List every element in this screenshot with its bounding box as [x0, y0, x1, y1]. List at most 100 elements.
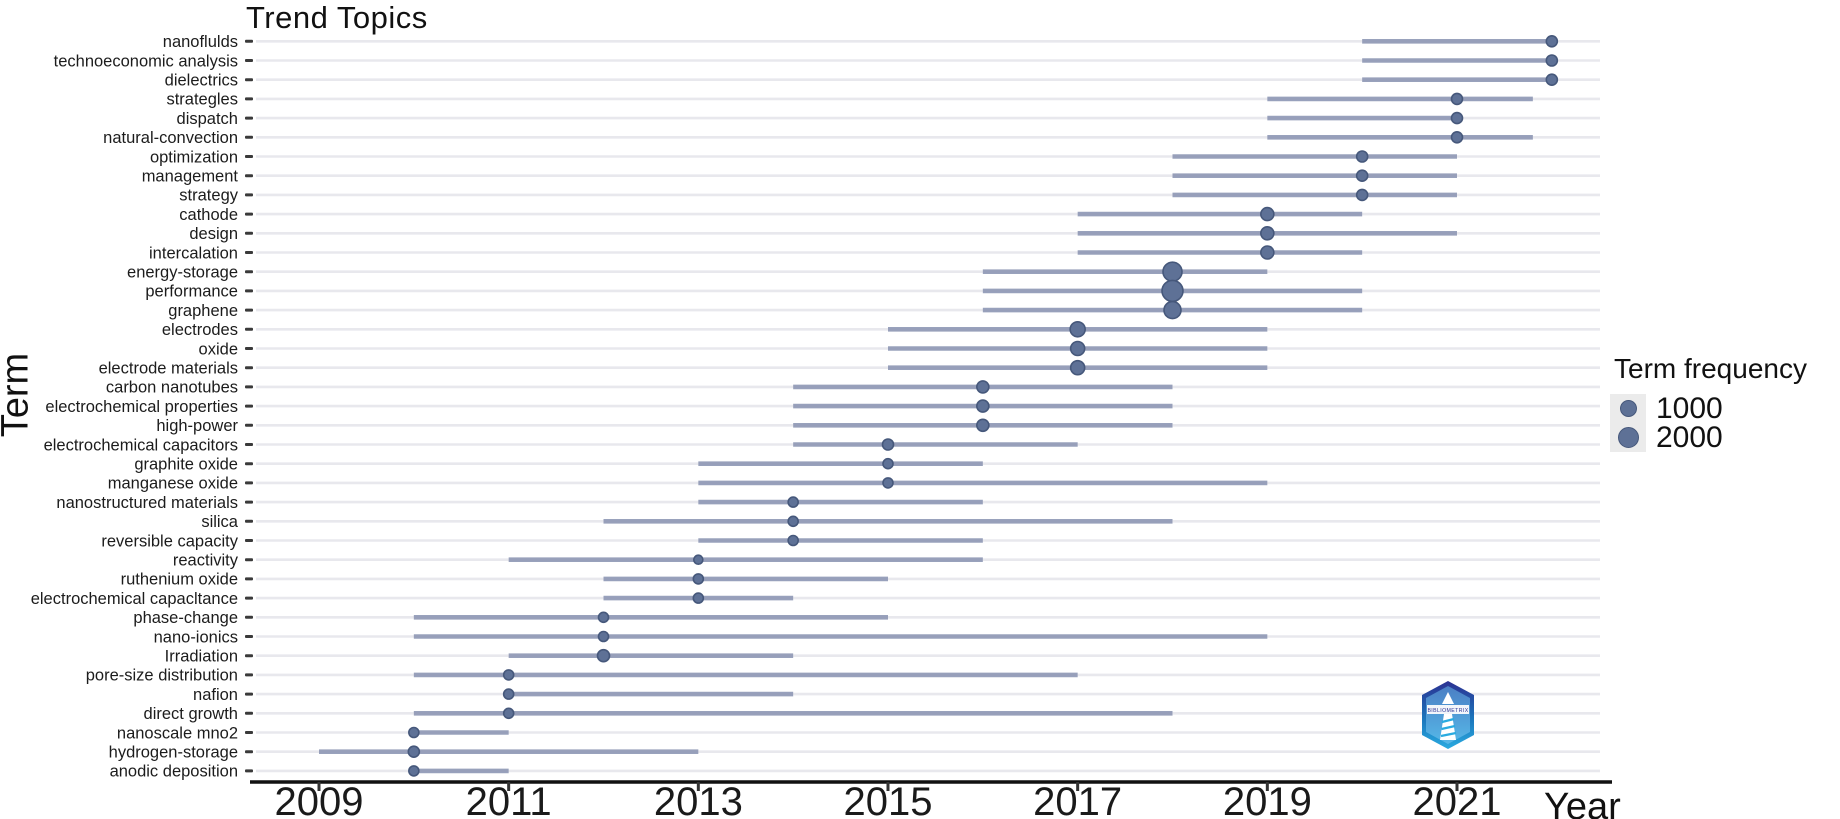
x-tick: [1076, 782, 1080, 791]
term-label: phase-change: [133, 609, 238, 627]
term-label: nanoscale mno2: [117, 724, 238, 742]
y-tick: [245, 366, 253, 370]
term-frequency-dot: [502, 707, 515, 720]
y-tick: [245, 654, 253, 658]
term-frequency-dot: [597, 611, 610, 624]
term-frequency-dot: [1069, 340, 1086, 357]
term-label: hydrogen-storage: [109, 743, 238, 761]
y-tick: [245, 692, 253, 696]
term-label: electrochemical capacltance: [31, 590, 238, 608]
x-axis-title: Year: [1544, 786, 1621, 819]
y-tick: [245, 500, 253, 504]
y-tick: [245, 635, 253, 638]
logo-text-band: [1427, 705, 1469, 714]
x-tick: [886, 782, 890, 791]
term-frequency-dot: [1545, 34, 1559, 48]
term-frequency-dot: [1162, 261, 1183, 283]
term-frequency-dot: [502, 669, 515, 681]
y-tick: [245, 539, 253, 542]
term-frequency-dot: [976, 380, 990, 394]
term-label: direct growth: [144, 705, 238, 723]
term-frequency-dot: [882, 477, 894, 489]
y-tick: [245, 174, 253, 178]
y-tick: [245, 78, 253, 82]
term-frequency-dot: [1355, 188, 1369, 202]
term-frequency-dot: [976, 418, 990, 433]
frequency-bubble-icon: [1619, 400, 1637, 417]
term-frequency-dot: [1260, 206, 1275, 222]
term-frequency-dot: [1355, 150, 1369, 163]
term-frequency-dot: [1450, 131, 1464, 144]
y-tick: [245, 97, 253, 101]
term-frequency-dot: [1260, 226, 1275, 241]
term-frequency-dot: [1260, 245, 1275, 260]
y-tick: [245, 231, 253, 235]
y-tick: [245, 673, 253, 677]
y-tick: [245, 327, 253, 331]
y-tick: [245, 155, 253, 158]
term-frequency-legend: Term frequency 1000 2000: [1610, 353, 1838, 454]
bibliometrix-logo: BIBLIOMETRIX: [1422, 681, 1474, 749]
term-label: reversible capacity: [101, 532, 238, 550]
term-frequency-dot: [1545, 73, 1559, 86]
y-tick: [245, 423, 253, 427]
term-frequency-dot: [1163, 300, 1182, 320]
term-label: dielectrics: [165, 71, 238, 89]
term-label: technoeconomic analysis: [54, 52, 238, 70]
term-frequency-dot: [881, 438, 895, 451]
term-frequency-dot: [1450, 111, 1464, 125]
x-tick: [1265, 782, 1269, 791]
x-tick-label: 2015: [844, 780, 933, 819]
y-tick: [245, 385, 253, 389]
term-label: intercalation: [149, 244, 238, 262]
x-tick-label: 2017: [1033, 780, 1122, 819]
y-tick: [245, 347, 253, 350]
term-label: pore-size distribution: [86, 667, 238, 685]
term-frequency-dot: [597, 630, 610, 643]
legend-title: Term frequency: [1614, 353, 1807, 384]
term-label: optimization: [150, 148, 238, 166]
term-label: anodic deposition: [110, 763, 238, 781]
y-tick: [245, 711, 253, 715]
y-tick: [245, 193, 253, 197]
term-frequency-dot: [1069, 320, 1086, 338]
x-tick-label: 2013: [654, 780, 743, 819]
term-frequency-dot: [1355, 169, 1369, 182]
term-label: design: [189, 225, 238, 243]
term-label: electrochemical capacitors: [44, 436, 238, 454]
term-label: strategy: [179, 187, 238, 205]
term-frequency-dot: [596, 648, 611, 663]
x-tick: [696, 782, 700, 791]
y-tick: [245, 577, 253, 581]
y-tick: [245, 39, 253, 43]
y-tick: [245, 750, 253, 754]
term-frequency-dot: [787, 534, 799, 547]
term-label: dispatch: [177, 110, 238, 128]
y-axis-title: Term: [0, 352, 37, 438]
term-label: Irradiation: [165, 647, 238, 665]
term-label: graphite oxide: [134, 455, 238, 473]
legend-entry-1000: 1000: [1610, 391, 1838, 425]
term-label: electrochemical properties: [45, 398, 238, 416]
term-frequency-dot: [692, 592, 705, 604]
y-tick: [245, 270, 253, 274]
term-label: manganese oxide: [108, 475, 238, 493]
legend-entry-label: 1000: [1656, 391, 1723, 425]
y-tick: [245, 443, 253, 446]
term-label: nanoflulds: [163, 33, 238, 51]
legend-key-background: [1610, 423, 1646, 452]
term-label: electrodes: [162, 321, 238, 339]
term-label: strategles: [166, 91, 238, 109]
term-frequency-dot: [1545, 54, 1559, 67]
y-tick: [245, 116, 253, 120]
term-label: cathode: [179, 206, 238, 224]
y-tick: [245, 731, 253, 734]
x-tick: [1455, 782, 1459, 791]
y-tick: [245, 212, 253, 216]
logo-stripe: [1440, 731, 1457, 738]
term-label: carbon nanotubes: [106, 379, 238, 397]
term-frequency-dot: [407, 745, 421, 759]
term-frequency-dot: [502, 688, 515, 700]
